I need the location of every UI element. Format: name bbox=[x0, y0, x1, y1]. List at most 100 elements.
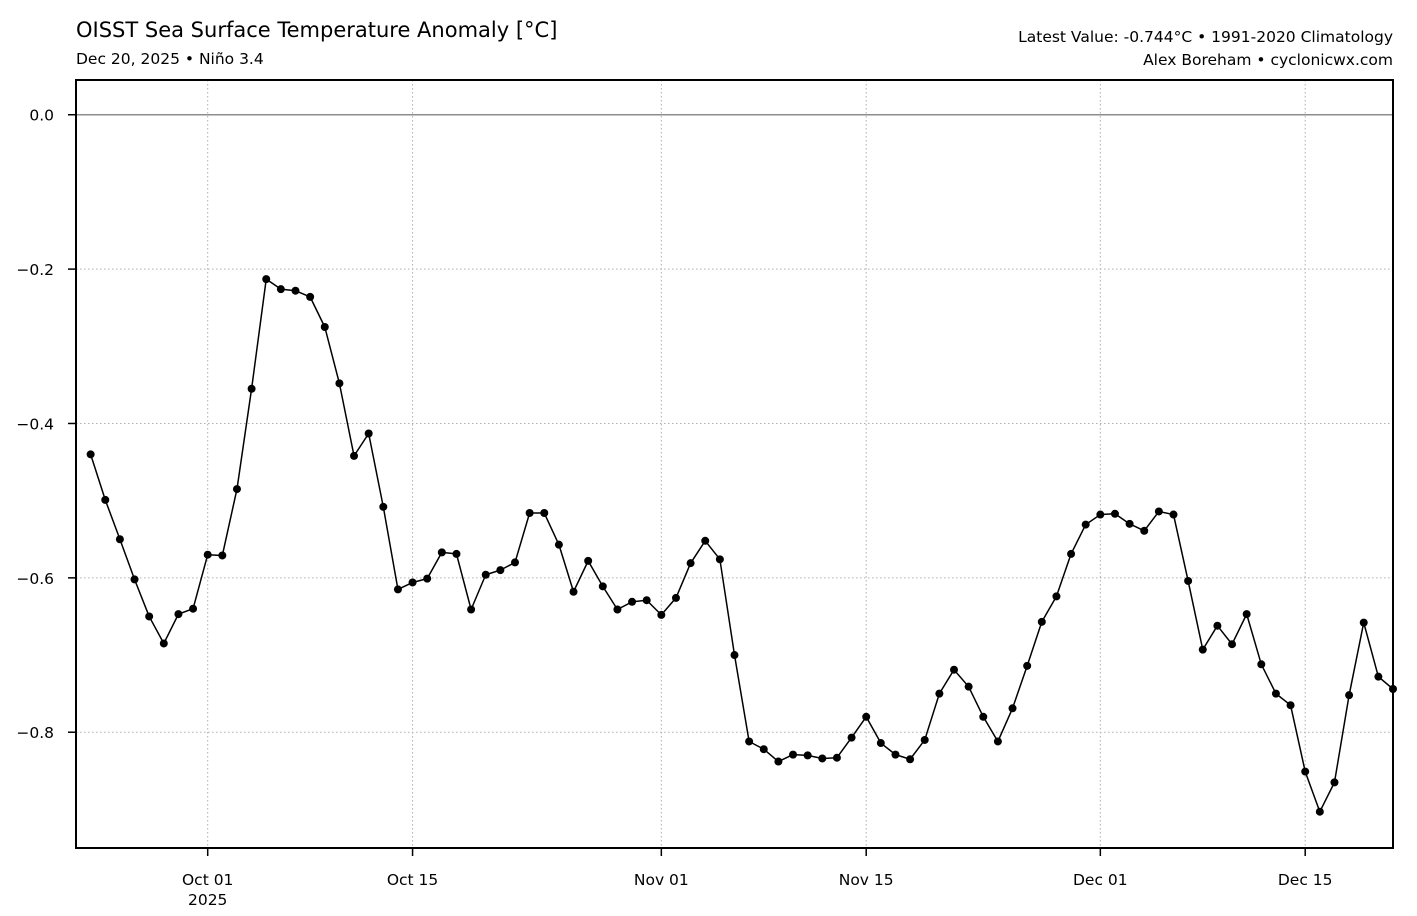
data-point bbox=[964, 682, 973, 691]
data-point bbox=[759, 745, 768, 754]
y-tick-label: −0.4 bbox=[16, 415, 54, 433]
data-point bbox=[262, 275, 271, 284]
chart-subtitle: Dec 20, 2025 • Niño 3.4 bbox=[76, 50, 264, 68]
data-point bbox=[218, 551, 227, 560]
data-point bbox=[1125, 519, 1134, 528]
data-point bbox=[540, 509, 549, 518]
data-point bbox=[1330, 778, 1339, 787]
data-point bbox=[1242, 610, 1251, 619]
data-point bbox=[1052, 592, 1061, 601]
y-tick-label: 0.0 bbox=[29, 107, 54, 125]
x-tick-label: Nov 01 bbox=[634, 871, 689, 889]
axis-layer: 0.0 −0.2 −0.4 −0.6 −0.8 Oct 01 2025 Oct 15 Nov 0… bbox=[16, 107, 1332, 909]
data-point bbox=[452, 549, 461, 558]
data-point bbox=[525, 509, 534, 518]
data-point bbox=[1023, 661, 1032, 670]
series-layer bbox=[86, 275, 1397, 816]
data-point bbox=[86, 450, 95, 459]
data-point bbox=[979, 712, 988, 721]
y-tick-label: −0.8 bbox=[16, 724, 54, 742]
data-point bbox=[774, 757, 783, 766]
data-point bbox=[101, 495, 110, 504]
data-point bbox=[496, 566, 505, 575]
data-point bbox=[642, 596, 651, 605]
data-point bbox=[730, 651, 739, 660]
data-point bbox=[247, 384, 256, 393]
y-tick-label: −0.6 bbox=[16, 570, 54, 588]
data-point bbox=[232, 485, 241, 494]
data-point bbox=[393, 585, 402, 594]
data-point bbox=[320, 322, 329, 331]
data-point bbox=[145, 612, 154, 621]
data-point bbox=[1008, 704, 1017, 713]
data-point bbox=[832, 753, 841, 762]
data-point bbox=[671, 593, 680, 602]
data-point bbox=[789, 750, 798, 759]
data-point bbox=[306, 292, 315, 301]
data-point bbox=[1257, 660, 1266, 669]
data-point bbox=[1286, 701, 1295, 710]
author-credit: Alex Boreham • cyclonicwx.com bbox=[1143, 51, 1393, 69]
data-point bbox=[467, 605, 476, 614]
data-point bbox=[554, 540, 563, 549]
data-point bbox=[115, 535, 124, 544]
data-point bbox=[276, 285, 285, 294]
data-point bbox=[686, 559, 695, 568]
data-point bbox=[818, 754, 827, 763]
data-point bbox=[891, 750, 900, 759]
x-tick-sublabel: 2025 bbox=[188, 891, 227, 909]
data-point bbox=[350, 451, 359, 460]
data-point bbox=[174, 610, 183, 619]
data-point bbox=[862, 712, 871, 721]
data-point bbox=[993, 737, 1002, 746]
data-point bbox=[715, 555, 724, 564]
data-point bbox=[379, 502, 388, 511]
data-point bbox=[1213, 621, 1222, 630]
data-point bbox=[189, 604, 198, 613]
data-point bbox=[803, 751, 812, 760]
data-point bbox=[335, 379, 344, 388]
data-point bbox=[130, 575, 139, 584]
data-point bbox=[584, 556, 593, 565]
data-point bbox=[423, 574, 432, 583]
data-point bbox=[598, 582, 607, 591]
data-point bbox=[203, 550, 212, 559]
data-point bbox=[1154, 507, 1163, 516]
data-point bbox=[437, 548, 446, 557]
data-point bbox=[920, 735, 929, 744]
data-point bbox=[745, 737, 754, 746]
latest-value-info: Latest Value: -0.744°C • 1991-2020 Clima… bbox=[1018, 28, 1393, 46]
chart-title: OISST Sea Surface Temperature Anomaly [°… bbox=[76, 18, 558, 42]
data-point bbox=[1067, 549, 1076, 558]
data-point bbox=[1301, 767, 1310, 776]
data-point bbox=[159, 639, 168, 648]
x-tick-label: Oct 15 bbox=[387, 871, 438, 889]
data-point bbox=[1374, 672, 1383, 681]
data-point bbox=[1096, 510, 1105, 519]
data-point bbox=[628, 597, 637, 606]
data-point bbox=[481, 570, 490, 579]
x-tick-label: Oct 01 bbox=[182, 871, 233, 889]
data-point bbox=[657, 610, 666, 619]
data-point bbox=[1140, 526, 1149, 535]
x-tick-label: Dec 01 bbox=[1073, 871, 1128, 889]
data-point bbox=[1359, 618, 1368, 627]
data-point bbox=[847, 733, 856, 742]
y-tick-label: −0.2 bbox=[16, 261, 54, 279]
grid-layer bbox=[76, 80, 1393, 848]
series-line bbox=[89, 278, 1394, 813]
data-point bbox=[1184, 576, 1193, 585]
data-point bbox=[408, 578, 417, 587]
data-point bbox=[569, 587, 578, 596]
data-point bbox=[1228, 640, 1237, 649]
data-point bbox=[906, 755, 915, 764]
data-point bbox=[1271, 689, 1280, 698]
data-point bbox=[364, 429, 373, 438]
plot-frame bbox=[75, 79, 1394, 849]
x-tick-label: Dec 15 bbox=[1278, 871, 1333, 889]
x-tick-label: Nov 15 bbox=[839, 871, 894, 889]
data-point bbox=[701, 536, 710, 545]
data-point bbox=[1315, 807, 1324, 816]
data-point bbox=[876, 739, 885, 748]
